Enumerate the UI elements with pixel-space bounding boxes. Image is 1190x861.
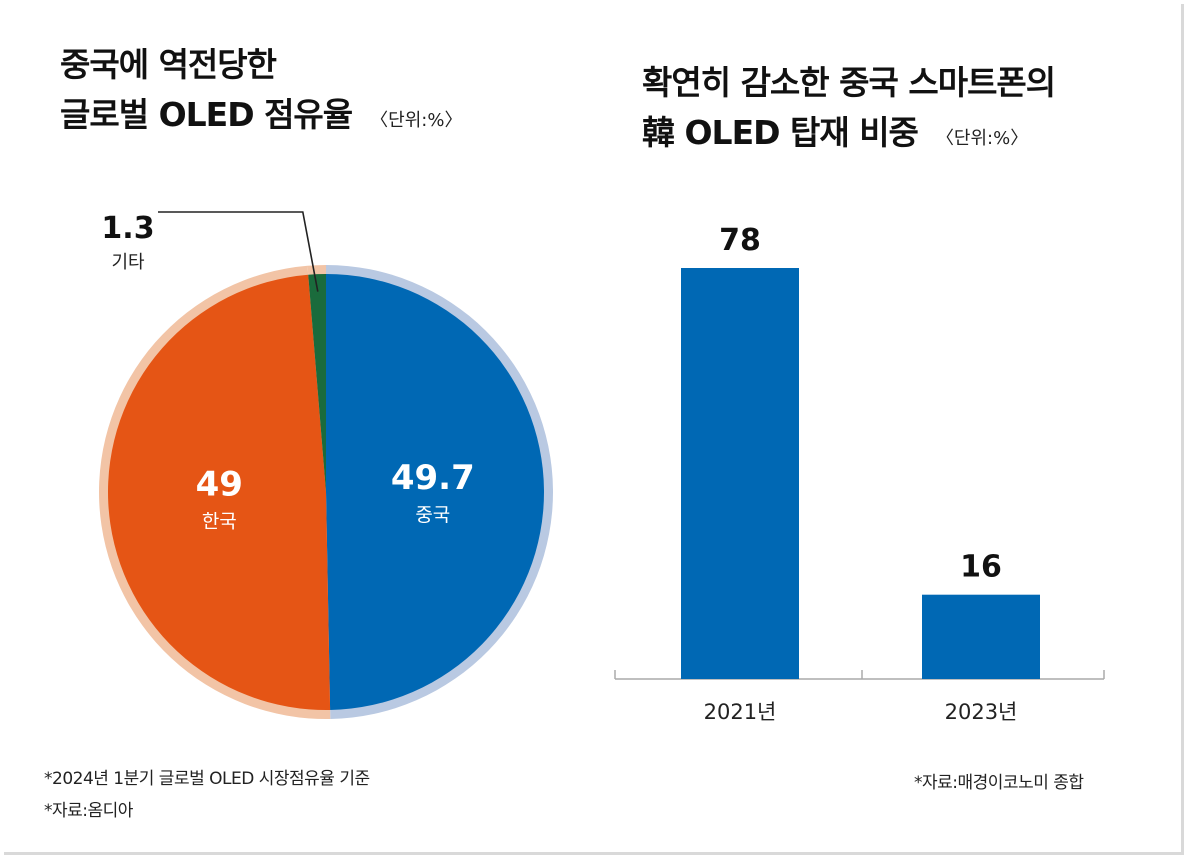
pie-callout-line: [158, 211, 319, 292]
pie-value-label: 49: [196, 464, 243, 504]
left-unit-label: 〈단위:%〉: [370, 110, 463, 131]
left-title-line1: 중국에 역전당한: [60, 45, 277, 84]
bar-value-label: 16: [960, 550, 1002, 585]
pie-slice-기타: [308, 274, 326, 492]
left-chart-title: 중국에 역전당한 글로벌 OLED 점유율 〈단위:%〉: [60, 40, 462, 146]
pie-slice-한국: [108, 274, 331, 710]
pie-slice-중국: [326, 274, 544, 710]
pie-category-label: 한국: [202, 510, 237, 532]
x-tick-label: 2021년: [704, 700, 777, 724]
pie-category-label: 기타: [111, 252, 145, 273]
pie-category-label: 중국: [415, 504, 450, 526]
x-tick-label: 2023년: [945, 700, 1018, 724]
left-footnote-basis: *2024년 1분기 글로벌 OLED 시장점유율 기준: [44, 769, 370, 789]
right-footnote-source: *자료:매경이코노미 종합: [914, 773, 1084, 793]
pie-value-label: 49.7: [391, 458, 475, 498]
bar: [681, 268, 799, 679]
left-footnote-source: *자료:옴디아: [44, 801, 133, 821]
pie-value-label: 1.3: [101, 211, 154, 246]
bar: [922, 594, 1040, 679]
right-title-line2-text: 韓 OLED 탑재 비중: [642, 113, 919, 152]
right-unit-label: 〈단위:%〉: [935, 128, 1029, 149]
right-title-line2: 韓 OLED 탑재 비중 〈단위:%〉: [642, 108, 1055, 164]
left-title-line2-text: 글로벌 OLED 점유율: [60, 95, 353, 134]
right-chart-title: 확연히 감소한 중국 스마트폰의 韓 OLED 탑재 비중 〈단위:%〉: [642, 58, 1056, 164]
chart-frame: [4, 4, 1184, 855]
left-title-line2: 글로벌 OLED 점유율 〈단위:%〉: [60, 90, 462, 146]
right-title-line1: 확연히 감소한 중국 스마트폰의: [642, 63, 1056, 102]
bar-value-label: 78: [719, 223, 761, 258]
